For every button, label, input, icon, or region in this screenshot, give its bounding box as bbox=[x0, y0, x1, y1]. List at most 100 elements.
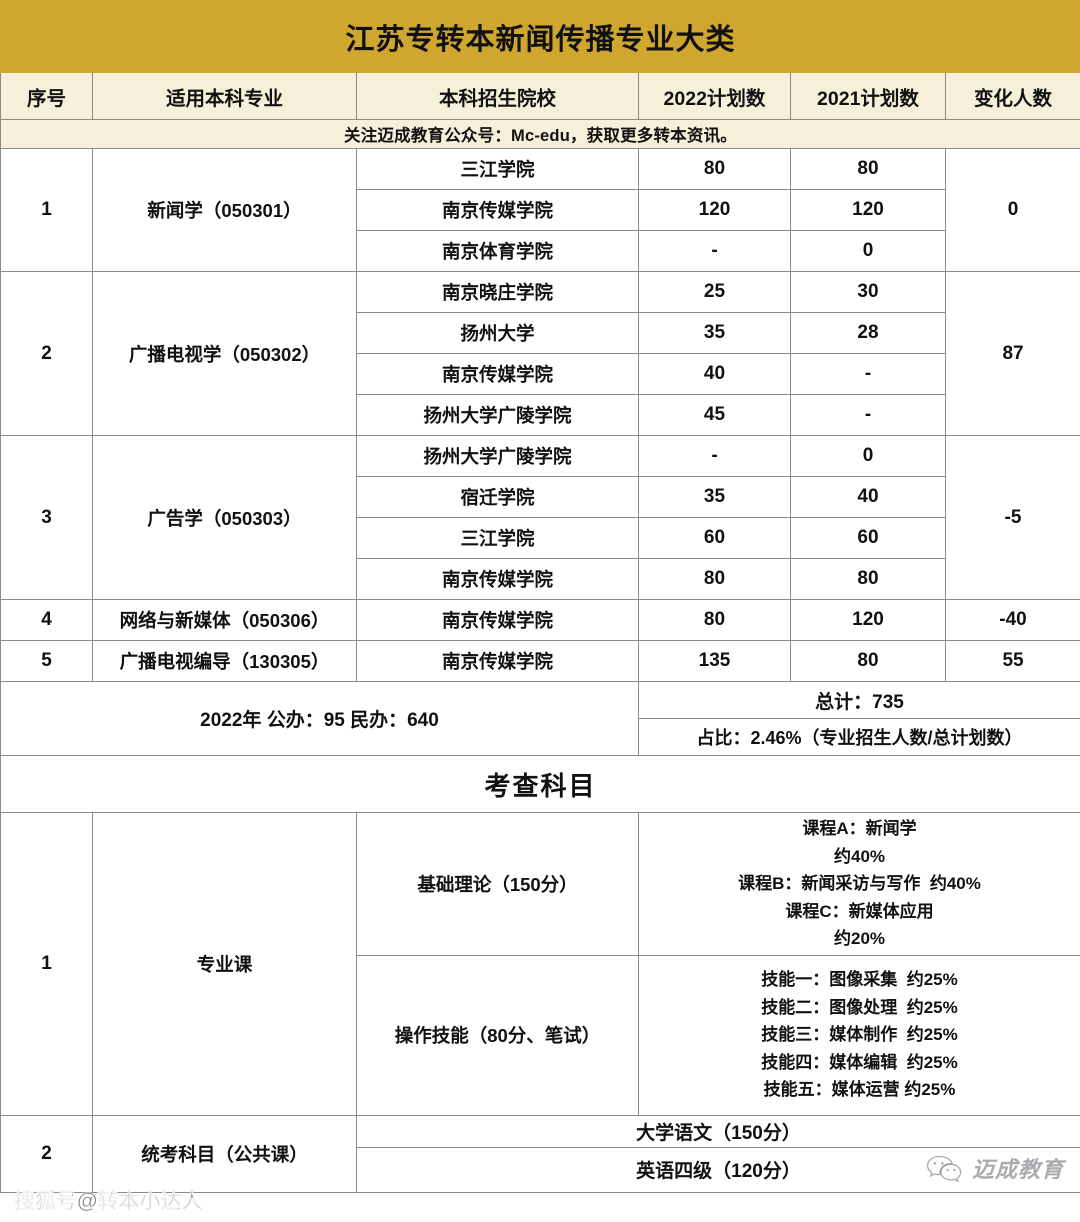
plan-2022: 80 bbox=[638, 599, 791, 641]
summary-row: 2022年 公办：95 民办：640 总计：735 bbox=[0, 681, 1080, 756]
plan-2021: - bbox=[790, 353, 946, 395]
school-name: 南京传媒学院 bbox=[356, 353, 639, 395]
exam-row: 2 统考科目（公共课） 大学语文（150分） bbox=[0, 1114, 1080, 1193]
table-row: 扬州大学广陵学院 45 - bbox=[1, 394, 1080, 436]
page-title: 江苏专转本新闻传播专业大类 bbox=[0, 0, 1080, 73]
plan-2021: 40 bbox=[790, 476, 946, 518]
plan-2022: 80 bbox=[638, 558, 791, 600]
plan-2021: 80 bbox=[790, 148, 946, 190]
school-name: 南京传媒学院 bbox=[356, 599, 639, 641]
major-index: 5 bbox=[0, 640, 93, 682]
plan-2021: - bbox=[790, 394, 946, 436]
plan-2021: 80 bbox=[790, 558, 946, 600]
exam-row: 英语四级（120分） bbox=[1, 1146, 1080, 1193]
notice-row: 关注迈成教育公众号：Mc-edu，获取更多转本资讯。 bbox=[0, 119, 1080, 149]
school-name: 扬州大学广陵学院 bbox=[356, 394, 639, 436]
exam-common-subject: 英语四级（120分） bbox=[355, 1146, 1080, 1193]
school-name: 南京传媒学院 bbox=[356, 558, 639, 600]
plan-2021: 0 bbox=[790, 435, 946, 477]
column-header-plan2021: 2021计划数 bbox=[790, 72, 946, 120]
school-name: 三江学院 bbox=[356, 517, 639, 559]
major-index: 4 bbox=[0, 599, 93, 641]
summary-public-private: 2022年 公办：95 民办：640 bbox=[0, 681, 639, 756]
plan-2021: 30 bbox=[790, 271, 946, 313]
table-row: 三江学院 60 60 bbox=[1, 517, 1080, 559]
summary-percent: 占比：2.46%（专业招生人数/总计划数） bbox=[637, 718, 1080, 756]
column-header-row: 序号 适用本科专业 本科招生院校 2022计划数 2021计划数 变化人数 bbox=[0, 72, 1080, 120]
table-row: 2 广播电视学（050302） 南京晓庄学院 25 30 87 bbox=[0, 271, 1080, 436]
plan-table: 江苏专转本新闻传播专业大类 序号 适用本科专业 本科招生院校 2022计划数 2… bbox=[0, 0, 1080, 1193]
plan-2022: 45 bbox=[638, 394, 791, 436]
plan-2021: 120 bbox=[790, 599, 946, 641]
summary-total: 总计：735 bbox=[637, 681, 1080, 719]
plan-2021: 120 bbox=[790, 189, 946, 231]
plan-2022: 135 bbox=[638, 640, 791, 682]
exam-part-detail: 课程A：新闻学 约40% 课程B：新闻采访与写作 约40% 课程C：新媒体应用 … bbox=[637, 812, 1080, 956]
table-row: 5 广播电视编导（130305） 南京传媒学院 135 80 55 bbox=[0, 640, 1080, 682]
major-name: 新闻学（050301） bbox=[92, 148, 357, 272]
table-row: 南京传媒学院 120 120 bbox=[1, 189, 1080, 231]
school-name: 南京晓庄学院 bbox=[356, 271, 639, 313]
school-name: 南京体育学院 bbox=[356, 230, 639, 272]
major-name: 广播电视学（050302） bbox=[92, 271, 357, 436]
plan-2022: - bbox=[638, 230, 791, 272]
change-count: -40 bbox=[944, 599, 1080, 641]
plan-2022: 40 bbox=[638, 353, 791, 395]
school-name: 扬州大学广陵学院 bbox=[356, 435, 639, 477]
school-name: 扬州大学 bbox=[356, 312, 639, 354]
exam-index: 1 bbox=[0, 812, 93, 1116]
plan-2021: 80 bbox=[790, 640, 946, 682]
column-header-school: 本科招生院校 bbox=[356, 72, 639, 120]
table-row: 南京传媒学院 40 - bbox=[1, 353, 1080, 395]
major-name: 广播电视编导（130305） bbox=[92, 640, 357, 682]
change-count: 0 bbox=[944, 148, 1080, 272]
exam-section-header-row: 考查科目 bbox=[0, 755, 1080, 813]
plan-2022: 80 bbox=[638, 148, 791, 190]
table-row: 扬州大学 35 28 bbox=[1, 312, 1080, 354]
school-name: 南京传媒学院 bbox=[356, 640, 639, 682]
exam-kind: 统考科目（公共课） bbox=[92, 1114, 357, 1193]
change-count: 87 bbox=[944, 271, 1080, 436]
exam-index: 2 bbox=[0, 1114, 93, 1193]
plan-2022: 60 bbox=[638, 517, 791, 559]
exam-section-title: 考查科目 bbox=[0, 755, 1080, 813]
title-row: 江苏专转本新闻传播专业大类 bbox=[0, 0, 1080, 73]
exam-part-detail: 技能一：图像采集 约25% 技能二：图像处理 约25% 技能三：媒体制作 约25… bbox=[637, 954, 1080, 1116]
column-header-plan2022: 2022计划数 bbox=[638, 72, 791, 120]
major-index: 2 bbox=[0, 271, 93, 436]
major-name: 网络与新媒体（050306） bbox=[92, 599, 357, 641]
column-header-index: 序号 bbox=[0, 72, 93, 120]
major-index: 3 bbox=[0, 435, 93, 600]
plan-2021: 0 bbox=[790, 230, 946, 272]
table-row: 南京体育学院 - 0 bbox=[1, 230, 1080, 272]
table-row: 3 广告学（050303） 扬州大学广陵学院 - 0 -5 bbox=[0, 435, 1080, 600]
plan-2021: 60 bbox=[790, 517, 946, 559]
summary-row: 占比：2.46%（专业招生人数/总计划数） bbox=[1, 718, 1080, 756]
school-name: 宿迁学院 bbox=[356, 476, 639, 518]
promo-notice: 关注迈成教育公众号：Mc-edu，获取更多转本资讯。 bbox=[0, 119, 1080, 149]
table-row: 4 网络与新媒体（050306） 南京传媒学院 80 120 -40 bbox=[0, 599, 1080, 641]
plan-2022: 120 bbox=[638, 189, 791, 231]
table-row: 1 新闻学（050301） 三江学院 80 80 0 bbox=[0, 148, 1080, 272]
column-header-major: 适用本科专业 bbox=[92, 72, 357, 120]
major-index: 1 bbox=[0, 148, 93, 272]
exam-part-name: 操作技能（80分、笔试） bbox=[356, 954, 639, 1116]
school-name: 三江学院 bbox=[356, 148, 639, 190]
plan-2022: 35 bbox=[638, 312, 791, 354]
change-count: -5 bbox=[944, 435, 1080, 600]
column-header-change: 变化人数 bbox=[944, 72, 1080, 120]
school-name: 南京传媒学院 bbox=[356, 189, 639, 231]
exam-row: 1 专业课 基础理论（150分） 课程A：新闻学 约40% 课程B：新闻采访与写… bbox=[0, 812, 1080, 1116]
major-name: 广告学（050303） bbox=[92, 435, 357, 600]
exam-common-subject: 大学语文（150分） bbox=[355, 1114, 1080, 1148]
table-row: 宿迁学院 35 40 bbox=[1, 476, 1080, 518]
plan-2022: - bbox=[638, 435, 791, 477]
change-count: 55 bbox=[944, 640, 1080, 682]
exam-kind: 专业课 bbox=[92, 812, 357, 1116]
plan-2022: 25 bbox=[638, 271, 791, 313]
plan-2021: 28 bbox=[790, 312, 946, 354]
exam-row: 操作技能（80分、笔试） 技能一：图像采集 约25% 技能二：图像处理 约25%… bbox=[1, 954, 1080, 1116]
exam-part-name: 基础理论（150分） bbox=[356, 812, 639, 956]
plan-2022: 35 bbox=[638, 476, 791, 518]
